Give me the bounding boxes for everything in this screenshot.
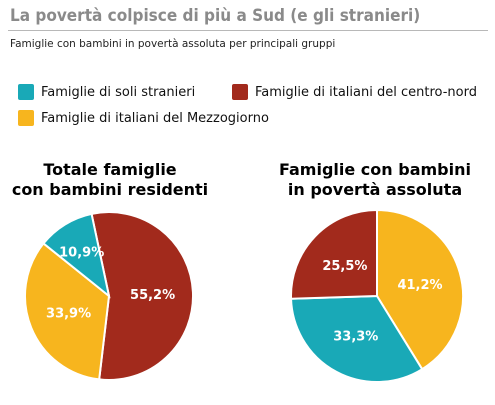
pie-poverta: 41,2% 33,3% 25,5%	[290, 208, 464, 383]
pie-title-totale: Totale famiglie con bambini residenti	[0, 160, 220, 200]
pie-title-poverta-line-2: in povertà assoluta	[287, 180, 463, 199]
legend-label-mezzogiorno: Famiglie di italiani del Mezzogiorno	[41, 110, 269, 126]
pie-title-poverta: Famiglie con bambini in povertà assoluta	[265, 160, 485, 200]
title-divider	[8, 30, 488, 31]
legend-label-centro-nord: Famiglie di italiani del centro-nord	[255, 84, 477, 100]
pie-poverta-label-mezzogiorno: 41,2%	[397, 278, 442, 293]
pie-totale-slice-centro-nord	[90, 211, 195, 381]
legend-swatch-stranieri	[18, 84, 34, 100]
pie-totale-label-stranieri: 10,9%	[59, 246, 104, 261]
pie-totale-label-centro-nord: 55,2%	[130, 288, 175, 303]
legend-item-centro-nord: Famiglie di italiani del centro-nord	[232, 84, 477, 100]
pie-title-totale-line-2: con bambini residenti	[11, 180, 209, 199]
pie-poverta-label-stranieri: 33,3%	[333, 329, 378, 344]
pie-title-poverta-line-1: Famiglie con bambini	[279, 160, 471, 179]
legend-swatch-centro-nord	[232, 84, 248, 100]
pie-poverta-slice-stranieri	[290, 294, 424, 383]
page-subtitle: Famiglie con bambini in povertà assoluta…	[10, 38, 336, 50]
pie-poverta-label-centro-nord: 25,5%	[322, 259, 367, 274]
pie-title-totale-line-1: Totale famiglie	[43, 160, 177, 179]
legend-item-stranieri: Famiglie di soli stranieri	[18, 84, 195, 100]
legend-label-stranieri: Famiglie di soli stranieri	[41, 84, 196, 100]
legend-swatch-mezzogiorno	[18, 110, 34, 126]
pie-totale: 55,2% 33,9% 10,9%	[24, 211, 195, 381]
pie-totale-label-mezzogiorno: 33,9%	[46, 307, 91, 322]
pie-totale-slice-stranieri	[42, 212, 111, 299]
page-title: La povertà colpisce di più a Sud (e gli …	[10, 6, 421, 26]
pie-totale-slice-mezzogiorno	[24, 242, 111, 381]
legend-item-mezzogiorno: Famiglie di italiani del Mezzogiorno	[18, 110, 269, 126]
pie-poverta-slice-centro-nord	[290, 208, 378, 300]
